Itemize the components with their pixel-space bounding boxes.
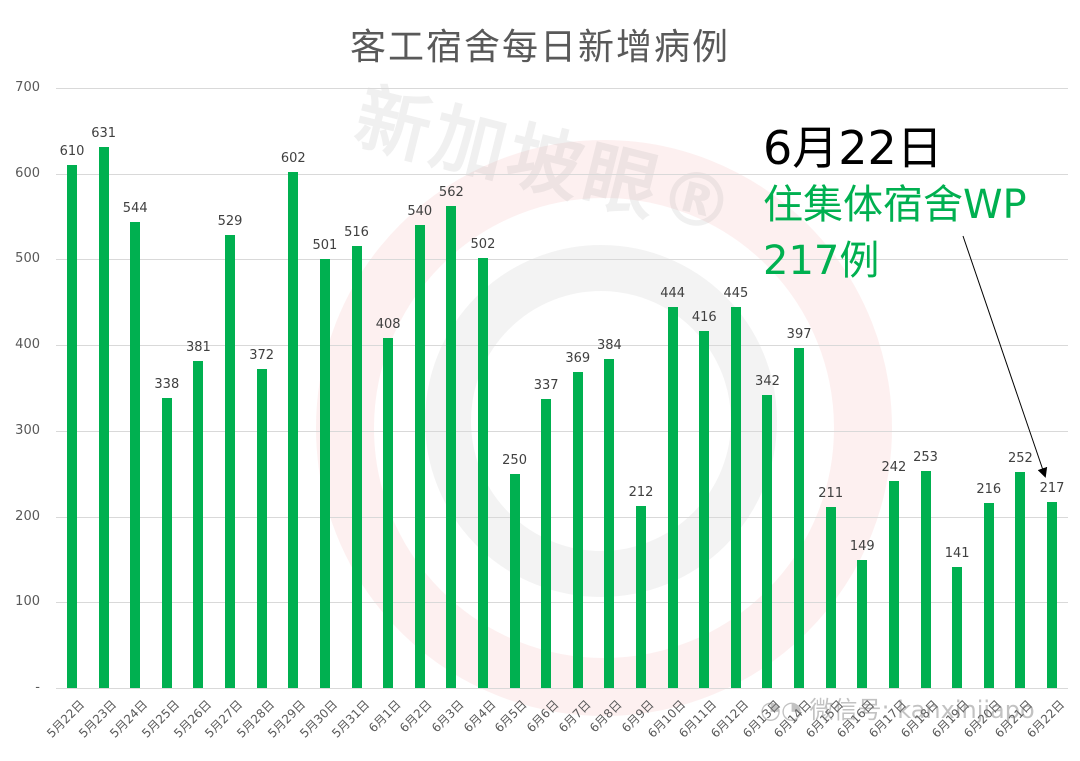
value-label: 631 [91,126,117,142]
value-label: 242 [881,459,907,475]
bar [319,258,330,688]
bar [983,502,994,688]
value-label: 416 [691,310,717,326]
value-label: 250 [502,452,527,468]
value-label: 217 [1039,481,1065,496]
y-tick-label: 100 [15,594,40,610]
value-label: 212 [628,485,654,501]
value-label: 516 [344,224,369,240]
value-label: 211 [818,486,844,502]
bar [762,394,773,688]
value-label: 384 [596,337,622,353]
wechat-watermark: ◔◔ 微信号: kanxinjiapo [760,690,1035,725]
bar [667,307,678,688]
value-label: 408 [375,317,401,333]
bar [98,147,109,688]
bar [794,347,805,688]
value-label: 602 [280,151,306,166]
value-label: 372 [249,348,275,364]
annotation-text-line1: 住集体宿舍WP [763,182,1027,228]
bar [888,480,899,688]
bar [509,473,520,688]
bar [857,560,868,688]
value-label: 444 [660,286,686,302]
bar [383,338,394,688]
value-label: 342 [755,373,780,389]
value-label: 445 [723,285,749,301]
value-label: 216 [976,481,1002,497]
bar [636,506,647,688]
value-label: 501 [312,237,338,253]
bar [477,257,488,688]
bar [414,225,425,688]
value-label: 141 [944,546,970,562]
annotation-text-line2: 217例 [763,238,880,284]
wechat-id: 微信号: kanxinjiapo [809,696,1035,724]
bar [225,234,236,688]
value-label: 337 [533,378,559,394]
bar [161,398,172,688]
gridline [56,516,1068,518]
y-tick-label: 600 [15,165,40,181]
value-label: 540 [407,204,433,220]
bar [604,358,615,688]
bar [541,399,552,688]
bar [572,371,583,688]
bar [699,331,710,688]
gridline [56,259,1068,261]
value-label: 562 [438,185,464,201]
bar [67,165,77,688]
value-label: 253 [913,450,938,466]
value-label: 149 [849,539,875,555]
bar [288,172,299,688]
y-tick-label: 300 [15,422,40,438]
y-tick-label: 200 [15,508,40,524]
gridline [56,602,1068,604]
value-label: 544 [122,200,148,216]
value-label: 369 [565,350,591,366]
value-label: 502 [470,236,496,252]
value-label: 610 [59,144,85,160]
y-tick-label: 400 [15,337,40,353]
bar [1015,472,1026,688]
bar [256,369,267,688]
value-label: 381 [186,340,211,356]
bar [1047,502,1057,688]
bar [952,567,963,688]
value-label: 397 [786,326,812,342]
bar [130,221,141,688]
bar [730,306,741,688]
gridline [56,173,1068,175]
value-label: 252 [1007,451,1033,466]
bar [920,471,931,688]
gridline [56,345,1068,347]
y-tick-label: 700 [15,80,40,95]
y-tick-label: 500 [15,251,40,267]
bar [193,361,204,688]
value-label: 529 [217,213,243,229]
annotation-date: 6月22日 [763,121,943,175]
gridline [56,688,1068,689]
bar [351,245,362,688]
bar [825,507,836,688]
y-tick-label: - [35,680,40,695]
bar [446,206,457,688]
gridline [56,430,1068,432]
value-label: 338 [154,377,180,393]
gridline [56,88,1068,89]
wechat-icon: ◔◔ [760,696,810,724]
chart-title: 客工宿舍每日新增病例 [349,27,730,68]
